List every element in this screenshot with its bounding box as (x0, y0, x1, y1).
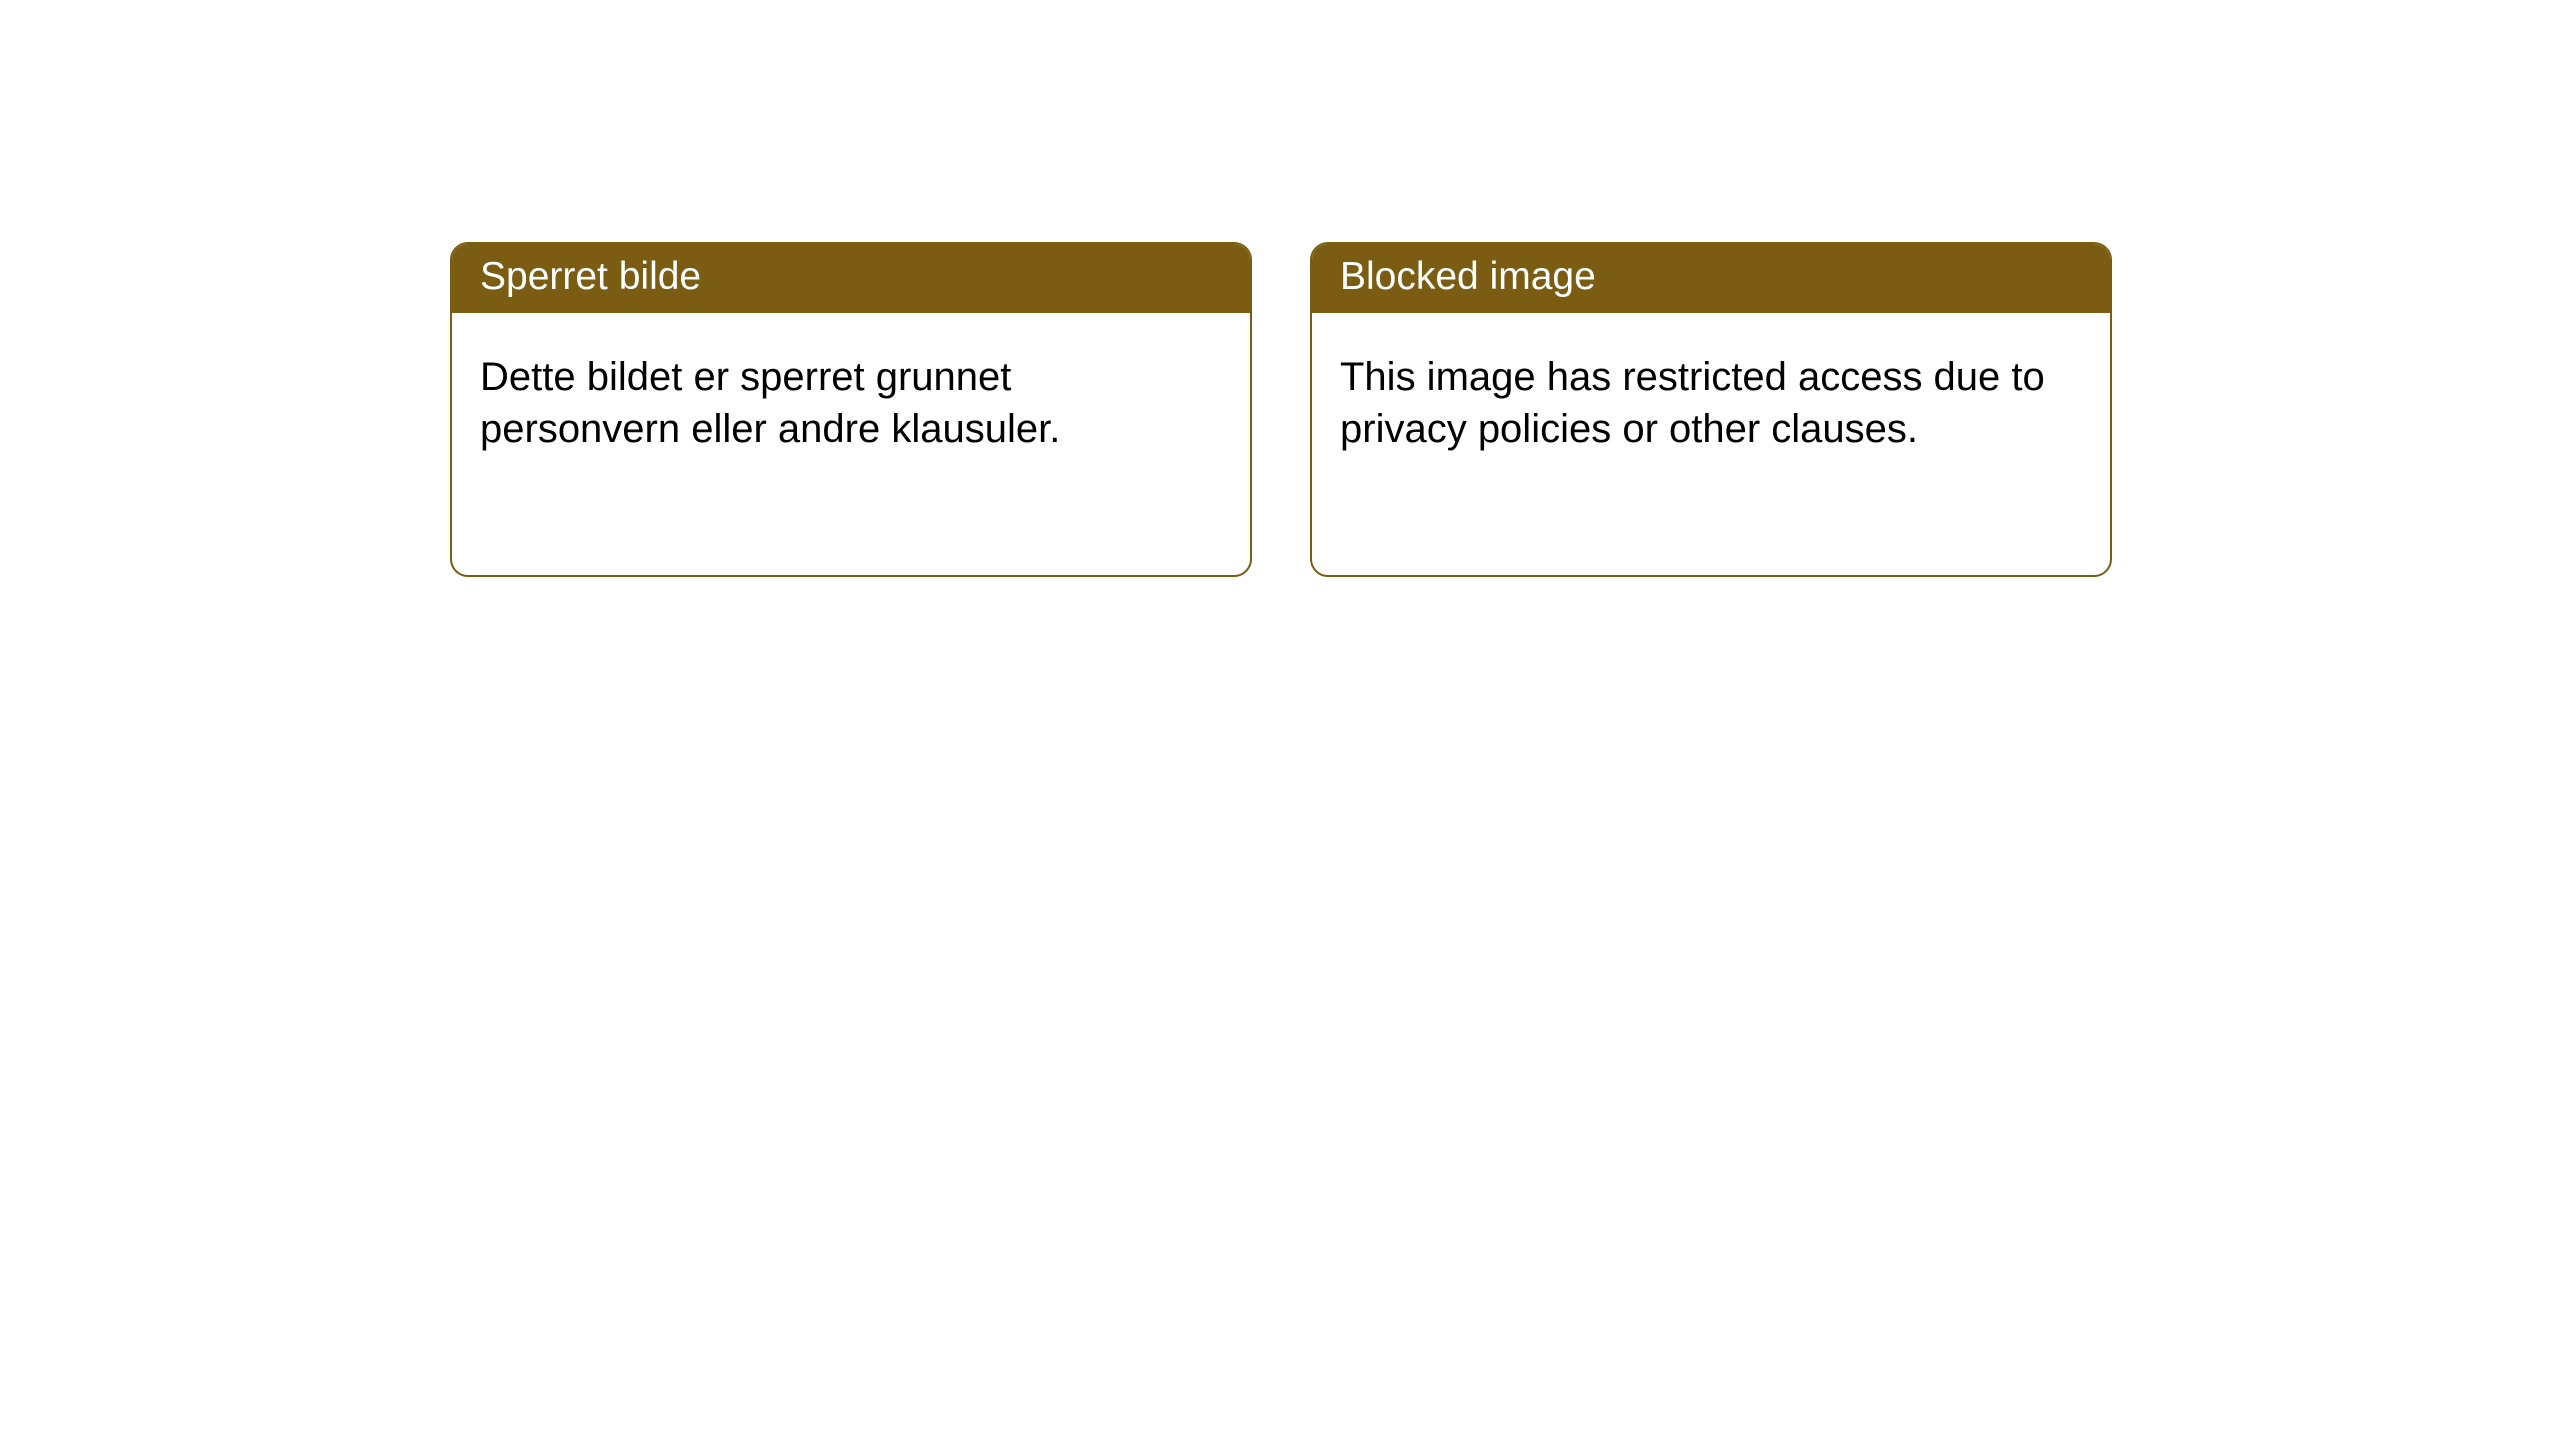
notice-body: Dette bildet er sperret grunnet personve… (452, 313, 1250, 493)
notice-body-text: This image has restricted access due to … (1340, 355, 2045, 451)
notice-container: Sperret bilde Dette bildet er sperret gr… (450, 242, 2560, 577)
notice-header: Blocked image (1312, 244, 2110, 313)
notice-body: This image has restricted access due to … (1312, 313, 2110, 493)
notice-card-english: Blocked image This image has restricted … (1310, 242, 2112, 577)
notice-header: Sperret bilde (452, 244, 1250, 313)
notice-title: Sperret bilde (480, 255, 701, 298)
notice-body-text: Dette bildet er sperret grunnet personve… (480, 355, 1060, 451)
notice-card-norwegian: Sperret bilde Dette bildet er sperret gr… (450, 242, 1252, 577)
notice-title: Blocked image (1340, 255, 1596, 298)
